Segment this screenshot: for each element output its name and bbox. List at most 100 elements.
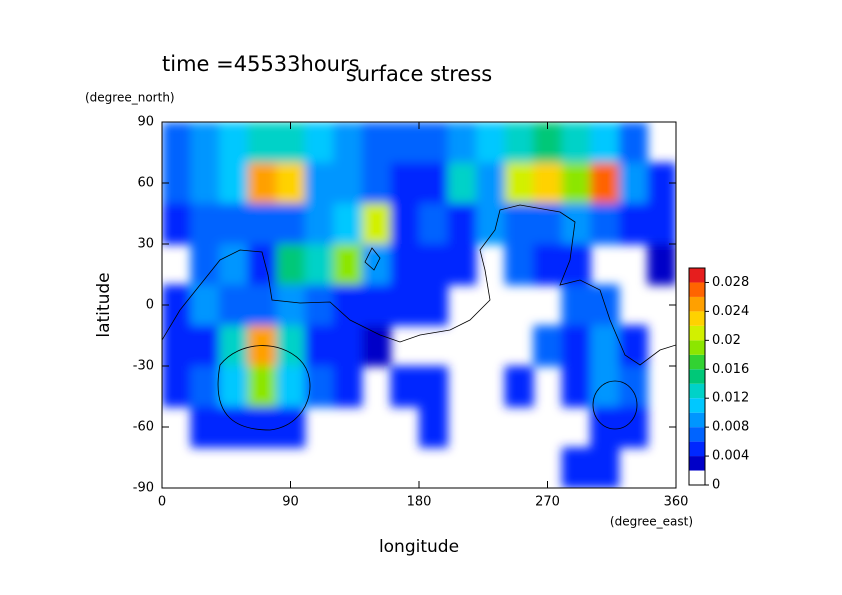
field-cell <box>476 122 506 164</box>
field-cell <box>447 244 477 286</box>
colorbar-segment <box>689 427 705 442</box>
field-cell <box>647 244 676 286</box>
field-cell <box>361 162 391 204</box>
field-cell <box>162 366 192 408</box>
field-cell <box>419 203 449 245</box>
field-cell <box>333 366 363 408</box>
field-cell <box>390 203 420 245</box>
field-cell <box>219 406 249 448</box>
colorbar-segment <box>689 268 705 283</box>
y-tick-label: 0 <box>146 298 154 313</box>
field-cell <box>419 244 449 286</box>
field-cell <box>219 244 249 286</box>
field-cell <box>247 162 277 204</box>
y-tick-label: -60 <box>133 420 154 435</box>
y-unit: (degree_north) <box>85 91 175 105</box>
field-cell <box>190 366 220 408</box>
field-cell <box>590 162 620 204</box>
field-cell <box>219 284 249 326</box>
y-tick-label: 90 <box>137 115 154 130</box>
field-cell <box>162 122 192 164</box>
contour-field <box>162 122 676 488</box>
field-cell <box>590 325 620 367</box>
field-cell <box>361 325 391 367</box>
field-cell <box>247 366 277 408</box>
field-cell <box>276 244 306 286</box>
colorbar-segment <box>689 282 705 297</box>
x-tick-label: 90 <box>282 495 299 510</box>
colorbar-segment <box>689 470 705 485</box>
field-cell <box>447 203 477 245</box>
field-cell <box>533 162 563 204</box>
field-cell <box>304 162 334 204</box>
field-cell <box>590 406 620 448</box>
field-cell <box>561 244 591 286</box>
colorbar-segment <box>689 383 705 399</box>
chart-title: surface stress <box>346 62 492 86</box>
colorbar-segment <box>689 311 705 326</box>
field-cell <box>419 366 449 408</box>
field-cell <box>561 203 591 245</box>
field-cell <box>504 366 534 408</box>
colorbar: 0 0.004 0.008 0.012 0.016 0.02 0.024 0.028 <box>688 267 749 493</box>
colorbar-tick-label: 0.008 <box>712 420 749 435</box>
x-tick-label: 270 <box>535 495 560 510</box>
colorbar-tick-label: 0 <box>712 478 720 493</box>
x-unit: (degree_east) <box>610 515 693 529</box>
field-cell <box>561 447 591 488</box>
field-cell <box>561 122 591 164</box>
colorbar-segment <box>689 354 705 370</box>
colorbar-segment <box>689 456 705 471</box>
field-cell <box>247 244 277 286</box>
field-cell <box>561 284 591 326</box>
coastline <box>217 345 311 431</box>
field-cell <box>162 325 192 367</box>
field-cell <box>590 447 620 488</box>
field-cell <box>361 284 391 326</box>
field-cell <box>247 406 277 448</box>
colorbar-tick-label: 0.028 <box>712 275 749 290</box>
field-cell <box>304 284 334 326</box>
field-cell <box>390 366 420 408</box>
field-cell <box>304 122 334 164</box>
colorbar-tick-label: 0.02 <box>712 333 741 348</box>
x-tick-label: 360 <box>664 495 689 510</box>
field-cell <box>247 203 277 245</box>
field-cell <box>390 284 420 326</box>
field-cell <box>618 162 648 204</box>
field-cell <box>190 203 220 245</box>
field-cell <box>333 244 363 286</box>
field-cell <box>618 122 648 164</box>
field-cell <box>276 366 306 408</box>
field-cell <box>419 284 449 326</box>
field-cell <box>533 325 563 367</box>
field-cell <box>276 325 306 367</box>
coastline <box>364 247 381 271</box>
field-cell <box>304 203 334 245</box>
field-cell <box>419 406 449 448</box>
field-cell <box>647 203 676 245</box>
colorbar-segment <box>689 369 705 384</box>
y-axis-label: latitude <box>94 272 114 337</box>
field-cell <box>304 244 334 286</box>
colorbar-segment <box>689 296 705 312</box>
field-cell <box>190 284 220 326</box>
field-cell <box>504 162 534 204</box>
colorbar-segment <box>689 325 705 341</box>
colorbar-segment <box>689 412 705 428</box>
field-cell <box>361 122 391 164</box>
field-cell <box>561 325 591 367</box>
field-cell <box>276 284 306 326</box>
colorbar-segment <box>689 441 705 457</box>
field-cell <box>190 162 220 204</box>
field-cell <box>419 162 449 204</box>
field-cell <box>390 122 420 164</box>
field-cell <box>561 366 591 408</box>
field-cell <box>333 162 363 204</box>
field-cell <box>618 366 648 408</box>
field-cell <box>618 203 648 245</box>
field-cell <box>247 284 277 326</box>
field-cell <box>504 122 534 164</box>
field-cell <box>190 406 220 448</box>
